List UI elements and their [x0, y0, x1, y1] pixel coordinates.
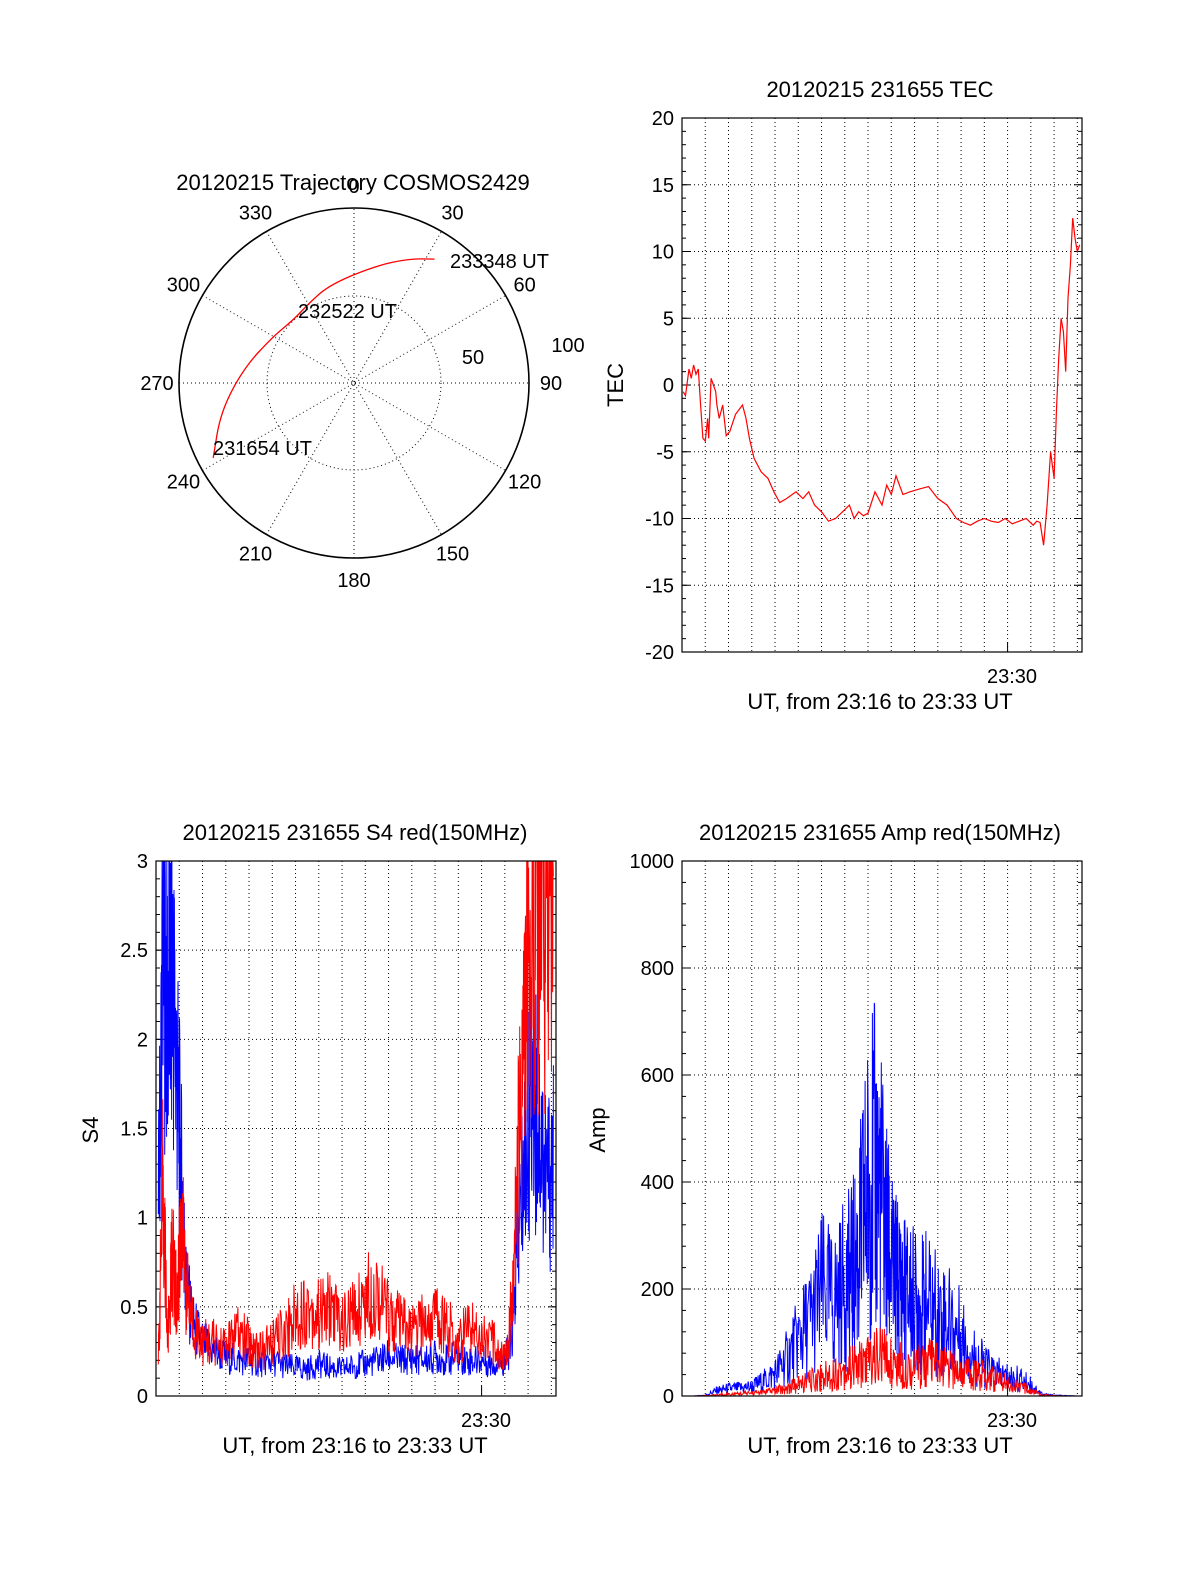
tec-x-axis-label: UT, from 23:16 to 23:33 UT [747, 689, 1012, 714]
amp-y-axis-label: Amp [585, 1107, 610, 1152]
amp-x-axis-label: UT, from 23:16 to 23:33 UT [747, 1433, 1012, 1458]
amp-ytick-label-0: 0 [663, 1386, 674, 1408]
tec-ytick-label--10: -10 [645, 509, 674, 531]
polar-azimuth-label-330: 330 [239, 202, 272, 224]
polar-azimuth-label-0: 0 [348, 176, 359, 198]
s4-ytick-label-0: 0 [137, 1386, 148, 1408]
tec-plot: 20120215 231655 TEC 20151050-5-10-15-20 … [603, 77, 1083, 714]
amp-y-ticks: 1000 800 600 400 200 0 [630, 851, 1082, 1408]
tec-ytick-label--5: -5 [656, 442, 674, 464]
tec-series [682, 218, 1081, 546]
polar-azimuth-label-150: 150 [436, 544, 469, 566]
s4-ytick-label-3: 3 [137, 851, 148, 873]
tec-ytick-label--15: -15 [645, 575, 674, 597]
tec-y-axis-label: TEC [603, 363, 628, 407]
tec-x-tick-label: 23:30 [987, 666, 1037, 688]
polar-elevation-label-50: 50 [462, 347, 484, 369]
s4-x-tick-label: 23:30 [461, 1410, 511, 1432]
polar-azimuth-labels: 0 30 60 90 120 150 180 210 240 270 300 330 [140, 176, 562, 592]
track-mid-label: 232522 UT [298, 301, 397, 323]
tec-ytick-label--20: -20 [645, 642, 674, 664]
amp-ytick-label-200: 200 [641, 1279, 674, 1301]
s4-ytick-label-0.5: 0.5 [120, 1297, 148, 1319]
tec-grid [682, 118, 1082, 652]
tec-title: 20120215 231655 TEC [766, 77, 993, 102]
track-start-label: 231654 UT [213, 438, 312, 460]
tec-ytick-label-15: 15 [652, 175, 674, 197]
s4-grid [156, 861, 556, 1396]
track-end-label: 233348 UT [450, 251, 549, 273]
s4-title: 20120215 231655 S4 red(150MHz) [183, 820, 528, 845]
s4-series [157, 860, 554, 1381]
amp-ytick-label-1000: 1000 [630, 851, 675, 873]
amp-title: 20120215 231655 Amp red(150MHz) [699, 820, 1061, 845]
amp-ytick-label-600: 600 [641, 1065, 674, 1087]
s4-plot: 20120215 231655 S4 red(150MHz) 3 2.5 2 1.5 1… [78, 820, 557, 1458]
polar-elevation-label-100: 100 [551, 335, 584, 357]
polar-azimuth-label-180: 180 [337, 570, 370, 592]
tec-ytick-label-5: 5 [663, 308, 674, 330]
s4-ytick-label-2.5: 2.5 [120, 940, 148, 962]
polar-azimuth-label-120: 120 [508, 472, 541, 494]
tec-y-ticks: 20 15 10 5 0 -5 -10 -15 -20 [645, 108, 1082, 664]
amp-series [682, 1002, 1077, 1398]
s4-y-ticks: 3 2.5 2 1.5 1 0.5 0 [120, 851, 556, 1408]
polar-azimuth-label-270: 270 [140, 373, 173, 395]
polar-trajectory-plot: 20120215 Trajectory COSMOS2429 0 30 60 90 12… [140, 170, 584, 592]
trajectory-track [212, 258, 435, 459]
s4-ytick-label-1.5: 1.5 [120, 1119, 148, 1141]
s4-frame [155, 860, 557, 1397]
polar-azimuth-label-210: 210 [239, 544, 272, 566]
s4-ytick-label-2: 2 [137, 1029, 148, 1051]
polar-azimuth-label-240: 240 [167, 472, 200, 494]
tec-ytick-label-10: 10 [652, 242, 674, 264]
polar-azimuth-label-300: 300 [167, 275, 200, 297]
polar-azimuth-label-60: 60 [513, 275, 535, 297]
tec-ytick-label-0: 0 [663, 375, 674, 397]
s4-ytick-label-1: 1 [137, 1208, 148, 1230]
amp-frame [681, 860, 1083, 1397]
amp-series-1 [682, 1002, 1077, 1397]
tec-series-1 [682, 218, 1081, 546]
amp-series-2 [682, 1327, 1077, 1398]
tec-frame [681, 117, 1083, 653]
polar-azimuth-label-30: 30 [441, 202, 463, 224]
amp-ytick-label-800: 800 [641, 958, 674, 980]
tec-ytick-label-20: 20 [652, 108, 674, 130]
polar-title: 20120215 Trajectory COSMOS2429 [176, 170, 529, 195]
amp-x-tick-label: 23:30 [987, 1410, 1037, 1432]
polar-azimuth-label-90: 90 [540, 373, 562, 395]
amp-ytick-label-400: 400 [641, 1172, 674, 1194]
s4-y-axis-label: S4 [78, 1117, 103, 1144]
s4-x-axis-label: UT, from 23:16 to 23:33 UT [222, 1433, 487, 1458]
amp-plot: 20120215 231655 Amp red(150MHz) 1000 800 6… [585, 820, 1083, 1458]
s4-series-2 [157, 860, 554, 1370]
